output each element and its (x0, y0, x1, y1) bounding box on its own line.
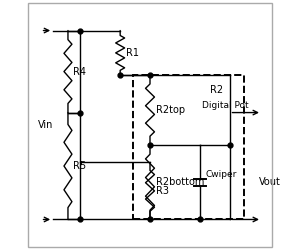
Text: Cwiper: Cwiper (205, 170, 237, 179)
Text: R3: R3 (156, 186, 169, 196)
Text: R2top: R2top (156, 105, 185, 115)
Text: R1: R1 (126, 48, 140, 58)
Text: Vin: Vin (38, 120, 53, 130)
Text: Vout: Vout (260, 177, 281, 187)
Text: Digital Pot: Digital Pot (202, 100, 249, 110)
Text: R2bottom: R2bottom (156, 177, 205, 187)
Bar (133, 75, 244, 220)
Text: R4: R4 (74, 66, 86, 76)
Text: R2: R2 (210, 85, 223, 95)
Text: R5: R5 (74, 161, 87, 171)
